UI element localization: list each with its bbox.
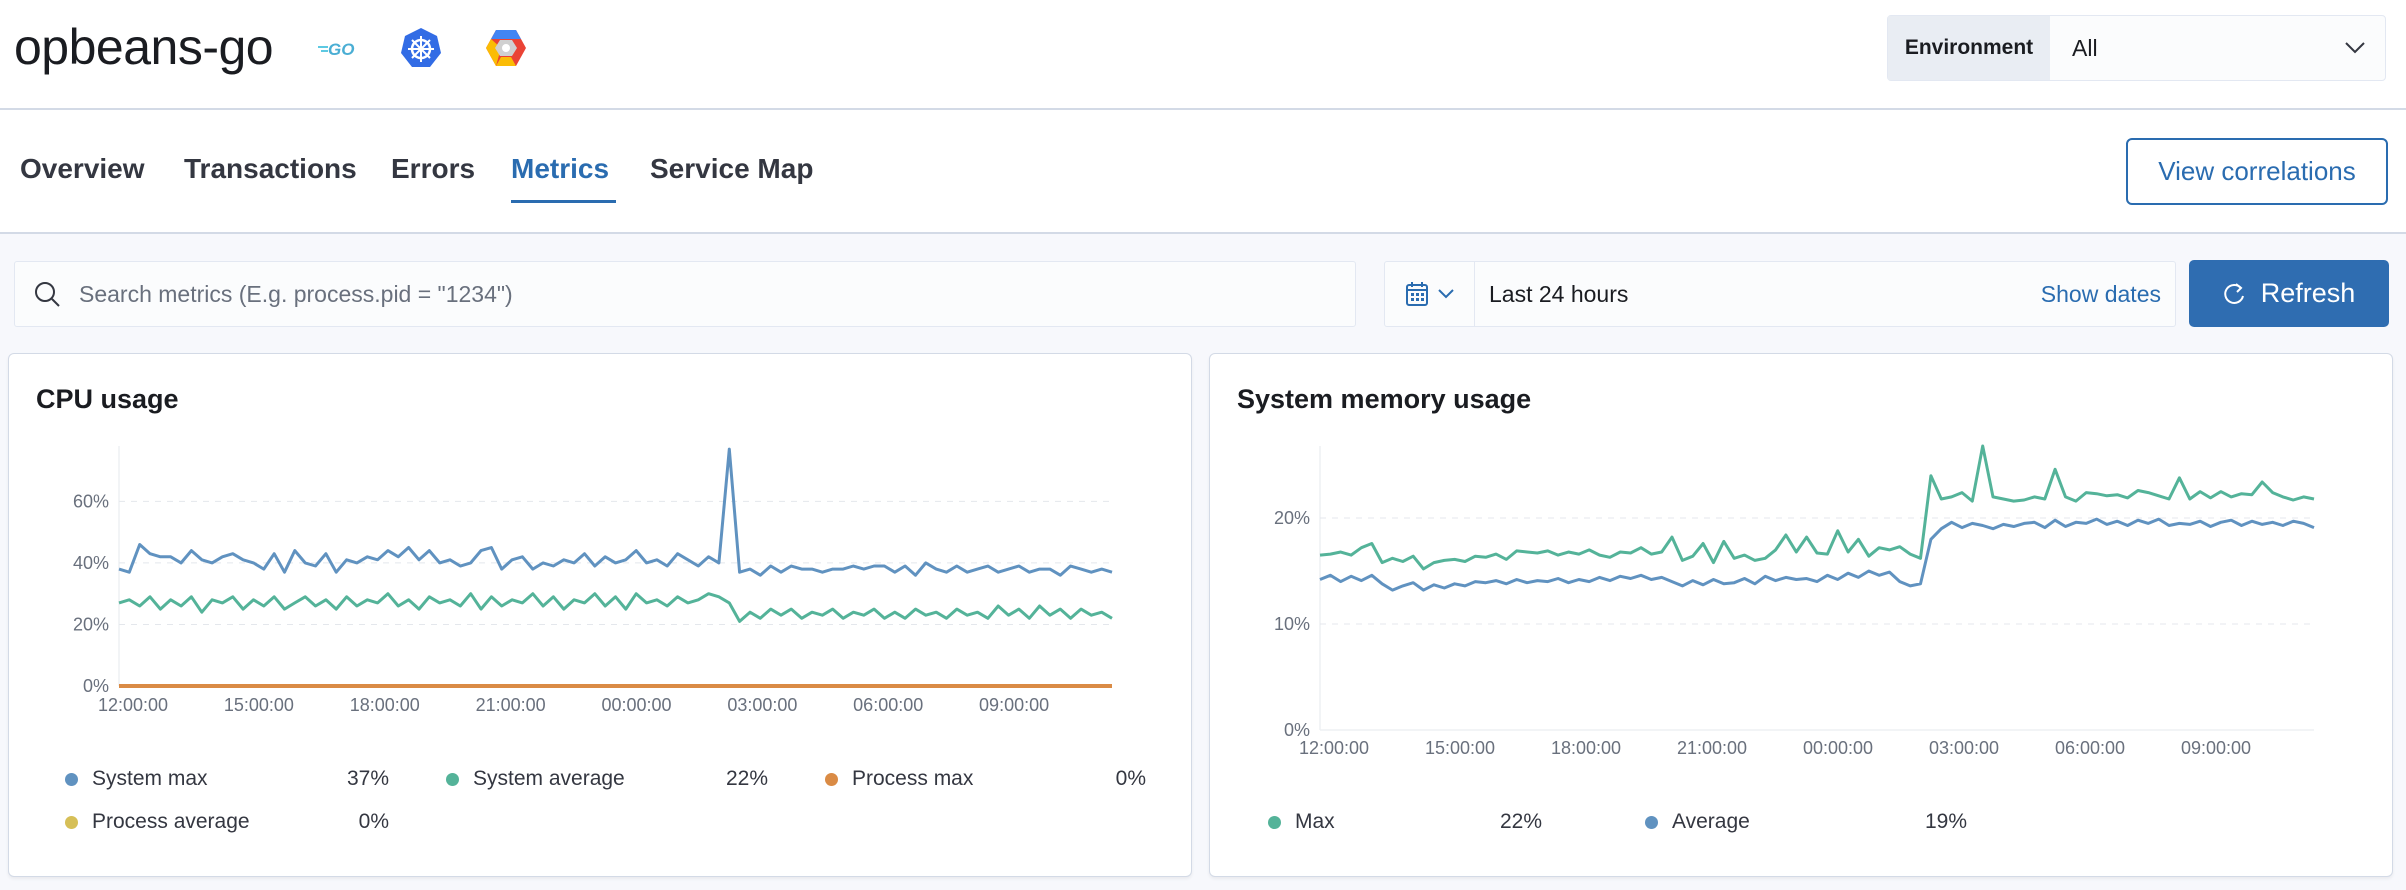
x-tick-label: 21:00:00 — [476, 695, 546, 715]
environment-label: Environment — [1888, 16, 2050, 80]
legend-value: 22% — [725, 767, 768, 790]
legend-value: 0% — [1115, 767, 1146, 790]
quick-select-button[interactable] — [1385, 262, 1475, 326]
svg-text:GO: GO — [328, 40, 354, 59]
y-tick-label: 0% — [83, 676, 109, 696]
tab-bar: Overview Transactions Errors Metrics Ser… — [0, 110, 2406, 234]
legend-dot-icon — [65, 815, 78, 829]
x-tick-label: 06:00:00 — [853, 695, 923, 715]
x-tick-label: 03:00:00 — [727, 695, 797, 715]
active-tab-underline — [511, 200, 616, 203]
calendar-icon — [1405, 282, 1428, 306]
search-metrics-input[interactable]: Search metrics (E.g. process.pid = "1234… — [14, 261, 1356, 327]
service-header: opbeans-go GO Environment All — [0, 0, 2406, 110]
x-tick-label: 00:00:00 — [601, 695, 671, 715]
x-tick-label: 15:00:00 — [224, 695, 294, 715]
y-tick-label: 10% — [1274, 614, 1310, 634]
tab-service-map[interactable]: Service Map — [650, 153, 814, 184]
legend-item[interactable]: Max — [1268, 810, 1335, 834]
go-logo-icon: GO — [318, 40, 354, 59]
series-line-system-max — [118, 447, 1113, 577]
legend-value: 37% — [346, 767, 389, 790]
show-dates-link[interactable]: Show dates — [2040, 280, 2161, 307]
legend-dot-icon — [1268, 815, 1281, 829]
x-tick-label: 00:00:00 — [1803, 738, 1873, 758]
service-title: opbeans-go — [14, 19, 274, 75]
legend-item[interactable]: System max — [65, 767, 208, 791]
date-picker: Last 24 hours Show dates — [1384, 261, 2176, 327]
panel-title: CPU usage — [36, 384, 179, 414]
legend-value: 22% — [1499, 810, 1542, 833]
date-range-value[interactable]: Last 24 hours — [1489, 280, 1629, 307]
x-tick-label: 21:00:00 — [1677, 738, 1747, 758]
series-line-max — [1319, 444, 2315, 571]
legend-dot-icon — [825, 772, 838, 786]
legend-item[interactable]: System average — [446, 767, 625, 791]
refresh-label: Refresh — [2260, 278, 2356, 308]
gcp-logo-icon — [486, 30, 526, 66]
y-tick-label: 20% — [1274, 508, 1310, 528]
series-line-average — [1319, 517, 2315, 592]
legend-label: Average — [1672, 810, 1750, 833]
x-tick-label: 15:00:00 — [1425, 738, 1495, 758]
y-tick-label: 40% — [73, 553, 109, 573]
legend-dot-icon — [1645, 815, 1658, 829]
tab-transactions[interactable]: Transactions — [184, 153, 357, 184]
chart-svg: 0% 10% 20% 12:00:00 15:00:00 18:00:00 21:00:00… — [1274, 444, 2315, 758]
x-tick-label: 09:00:00 — [2181, 738, 2251, 758]
tab-metrics[interactable]: Metrics — [511, 153, 610, 184]
legend-dot-icon — [65, 772, 78, 786]
environment-select[interactable]: Environment All — [1887, 15, 2386, 81]
legend-item[interactable]: Process average — [65, 810, 250, 834]
legend-label: Process average — [92, 810, 250, 833]
x-tick-label: 18:00:00 — [350, 695, 420, 715]
x-tick-label: 12:00:00 — [98, 695, 168, 715]
tab-overview[interactable]: Overview — [20, 153, 145, 184]
refresh-icon — [2223, 282, 2244, 304]
cpu-usage-panel: CPU usage 0% 20% 40% 60% 12:00:00 15:00:00 18:… — [8, 353, 1192, 877]
memory-usage-panel: System memory usage 0% 10% 20% 12:00:00 15:0… — [1209, 353, 2393, 877]
legend-label: Max — [1295, 810, 1335, 833]
panel-title: System memory usage — [1237, 384, 1532, 414]
view-correlations-button[interactable]: View correlations — [2126, 138, 2388, 205]
chart-svg: 0% 20% 40% 60% 12:00:00 15:00:00 18:00:00 21:00… — [73, 446, 1113, 715]
y-tick-label: 0% — [1284, 720, 1310, 740]
y-tick-label: 60% — [73, 491, 109, 511]
series-line-system-average — [118, 592, 1113, 623]
chevron-down-icon — [1437, 289, 1454, 299]
legend-value: 0% — [358, 810, 389, 833]
legend-item[interactable]: Process max — [825, 767, 973, 791]
x-tick-label: 03:00:00 — [1929, 738, 1999, 758]
search-icon — [35, 282, 60, 307]
refresh-button[interactable]: Refresh — [2189, 260, 2389, 327]
legend-label: Process max — [852, 767, 974, 790]
y-tick-label: 20% — [73, 614, 109, 634]
search-placeholder: Search metrics (E.g. process.pid = "1234… — [79, 280, 513, 307]
legend-label: System max — [92, 767, 208, 790]
legend-item[interactable]: Average — [1645, 810, 1750, 834]
kubernetes-logo-icon — [401, 28, 441, 67]
legend-dot-icon — [446, 772, 459, 786]
tab-errors[interactable]: Errors — [391, 153, 476, 184]
chevron-down-icon — [2325, 41, 2385, 55]
x-tick-label: 09:00:00 — [979, 695, 1049, 715]
x-tick-label: 06:00:00 — [2055, 738, 2125, 758]
environment-value: All — [2072, 34, 2098, 61]
x-tick-label: 12:00:00 — [1299, 738, 1369, 758]
legend-label: System average — [473, 767, 625, 790]
x-tick-label: 18:00:00 — [1551, 738, 1621, 758]
legend-value: 19% — [1924, 810, 1967, 833]
